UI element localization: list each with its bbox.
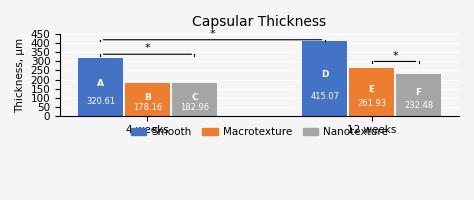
Text: *: * [392,51,398,61]
Bar [396,74,441,116]
Text: E: E [368,85,374,94]
Text: A: A [97,79,104,88]
Y-axis label: Thickness, μm: Thickness, μm [15,37,25,113]
Text: 182.96: 182.96 [180,103,209,112]
Text: 232.48: 232.48 [404,101,433,110]
Bar [349,68,394,116]
Text: F: F [416,88,421,97]
Text: 320.61: 320.61 [86,97,115,106]
Bar [172,83,217,116]
Bar [125,83,170,116]
Bar [302,41,347,116]
Text: 415.07: 415.07 [310,92,339,101]
Text: C: C [191,93,198,102]
Text: *: * [210,29,215,39]
Text: D: D [321,70,328,79]
Text: *: * [145,43,150,53]
Text: 261.93: 261.93 [357,99,386,108]
Text: 178.16: 178.16 [133,103,162,112]
Title: Capsular Thickness: Capsular Thickness [192,15,327,29]
Legend: Smooth, Macrotexture, Nanotexture: Smooth, Macrotexture, Nanotexture [127,123,392,141]
Text: B: B [144,93,151,102]
Bar [78,58,123,116]
